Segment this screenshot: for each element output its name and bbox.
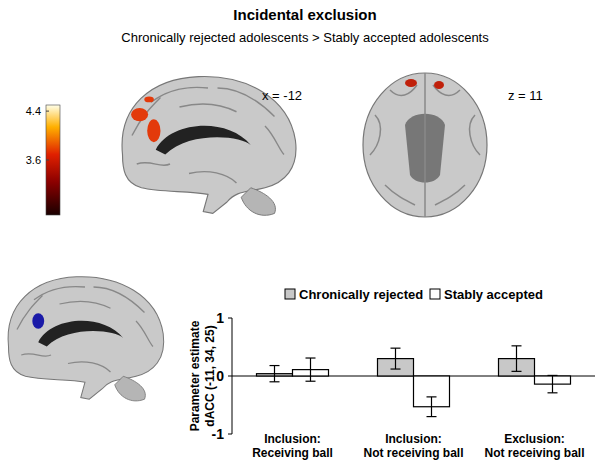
error-bar bbox=[427, 397, 437, 417]
corpus-callosum bbox=[38, 321, 123, 347]
midline bbox=[424, 73, 426, 217]
error-cap bbox=[391, 368, 401, 369]
error-line bbox=[274, 366, 275, 382]
error-cap bbox=[270, 365, 280, 366]
gyrus bbox=[21, 354, 51, 356]
cerebellum bbox=[241, 188, 275, 216]
error-cap bbox=[427, 396, 437, 397]
annotation: z = 11 bbox=[508, 88, 543, 103]
bars bbox=[257, 346, 571, 417]
gyrus bbox=[137, 163, 170, 166]
error-line bbox=[431, 397, 432, 417]
error-bar bbox=[391, 348, 401, 369]
gyrus bbox=[385, 185, 415, 205]
activation bbox=[144, 97, 154, 103]
y-tick-label: 0 bbox=[216, 368, 224, 384]
gyrus bbox=[180, 104, 237, 112]
gyrus bbox=[189, 172, 237, 183]
legend-swatch bbox=[430, 289, 440, 299]
colorbar bbox=[46, 105, 60, 215]
y-tick bbox=[228, 376, 232, 377]
brain-outline bbox=[363, 73, 487, 217]
legend-label: Chronically rejected bbox=[299, 287, 423, 302]
error-cap bbox=[548, 375, 558, 376]
colorbar-tick bbox=[46, 160, 49, 161]
legend-swatch bbox=[285, 289, 295, 299]
gyrus bbox=[265, 126, 284, 155]
y-label: Parameter estimatedACC (-11, 34, 25) bbox=[188, 320, 217, 431]
error-cap bbox=[512, 345, 522, 346]
cerebellum bbox=[115, 376, 146, 401]
error-line bbox=[395, 348, 396, 369]
gyrus bbox=[370, 115, 380, 155]
error-cap bbox=[306, 357, 316, 358]
activation bbox=[131, 108, 148, 121]
colorbar-tick bbox=[46, 111, 49, 112]
y-tick bbox=[228, 434, 232, 435]
brain-outline bbox=[8, 277, 164, 399]
y-tick bbox=[228, 318, 232, 319]
gyrus bbox=[435, 185, 465, 205]
colorbar-label: 3.6 bbox=[26, 154, 41, 166]
error-cap bbox=[427, 416, 437, 417]
error-cap bbox=[391, 348, 401, 349]
error-bar bbox=[270, 366, 280, 382]
brain-axial bbox=[363, 73, 487, 217]
y-tick-label: 1 bbox=[216, 310, 224, 326]
subtitle: Chronically rejected adolescents > Stabl… bbox=[121, 30, 489, 45]
error-bar bbox=[548, 375, 558, 392]
error-cap bbox=[270, 381, 280, 382]
activation bbox=[147, 119, 160, 142]
error-cap bbox=[306, 381, 316, 382]
annotation: x = -12 bbox=[262, 88, 302, 103]
brain-sagittal bbox=[8, 277, 164, 401]
error-cap bbox=[512, 371, 522, 372]
activation bbox=[32, 313, 44, 328]
legend-label: Stably accepted bbox=[444, 287, 543, 302]
error-bar bbox=[306, 358, 316, 381]
gyrus bbox=[68, 362, 111, 372]
y-tick-label: -1 bbox=[212, 426, 225, 442]
error-line bbox=[516, 346, 517, 372]
gyrus bbox=[60, 301, 111, 308]
gyrus bbox=[34, 286, 85, 299]
gyrus bbox=[136, 321, 153, 347]
gyrus bbox=[151, 87, 208, 102]
x-tick-label: Inclusion:Receiving ball bbox=[252, 432, 333, 460]
gyrus bbox=[94, 287, 145, 313]
error-line bbox=[310, 358, 311, 381]
colorbar-label: 4.4 bbox=[26, 105, 41, 117]
x-tick-label: Exclusion:Not receiving ball bbox=[484, 432, 584, 460]
title: Incidental exclusion bbox=[233, 6, 376, 23]
error-bar bbox=[512, 346, 522, 372]
activation bbox=[405, 79, 417, 87]
corpus-callosum bbox=[156, 126, 251, 155]
error-cap bbox=[548, 392, 558, 393]
figure: Incidental exclusion Chronically rejected… bbox=[0, 0, 611, 460]
x-tick-label: Inclusion:Not receiving ball bbox=[363, 432, 463, 460]
gyrus bbox=[470, 115, 480, 155]
activation bbox=[434, 81, 444, 89]
error-line bbox=[552, 375, 553, 392]
